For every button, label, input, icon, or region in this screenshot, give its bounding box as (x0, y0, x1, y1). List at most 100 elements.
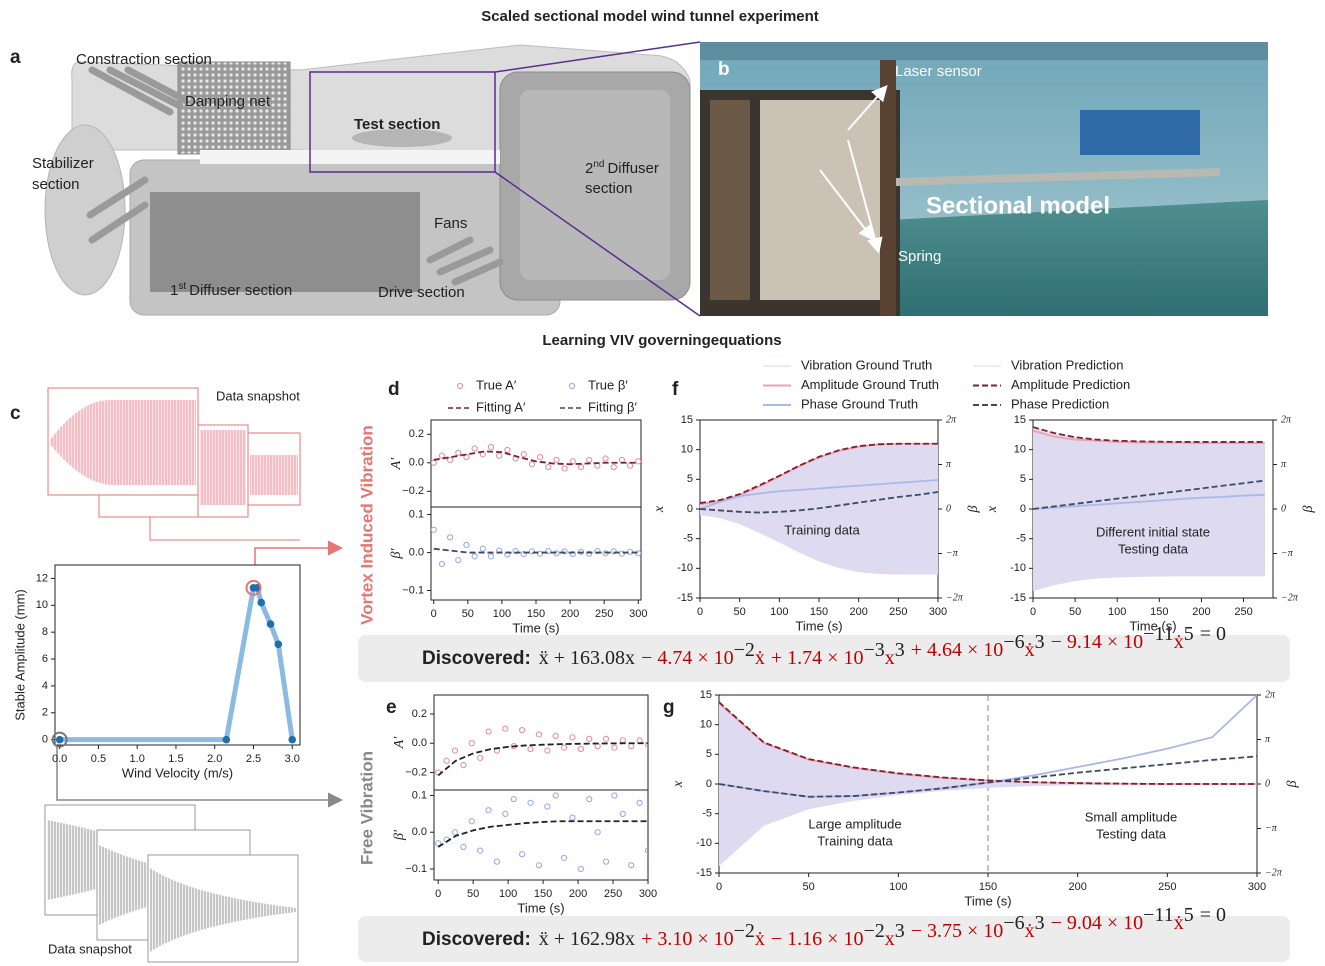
y-tick-label: 10 (36, 599, 48, 611)
y2-tick-label: −π (1265, 823, 1278, 834)
x-tick-label: 250 (1158, 881, 1176, 893)
label: Data snapshot (216, 388, 300, 403)
label-part: Diffuser (607, 160, 658, 177)
row-label: Vortex Induced Vibration (357, 425, 376, 625)
legend-label: Phase Ground Truth (801, 396, 918, 411)
vibration-band (839, 446, 859, 572)
y-tick-label: 2 (42, 707, 48, 719)
y-tick-label: -10 (1010, 562, 1026, 574)
label: Stabilizer (32, 155, 94, 172)
x-axis-label: Time (s) (964, 893, 1011, 908)
x-axis-label: Wind Velocity (m/s) (122, 765, 233, 780)
label: Laser sensor (895, 63, 982, 80)
x-tick-label: 250 (889, 606, 907, 618)
equation-term: ẍ + 163.08x (539, 647, 635, 669)
x-tick-label: 200 (1192, 606, 1210, 618)
y-tick-label: 15 (1014, 414, 1026, 426)
label: Drive section (378, 284, 465, 301)
x-axis-label: Time (s) (512, 620, 559, 635)
y-tick-label: -5 (683, 533, 693, 545)
y2-tick-label: π (946, 459, 952, 470)
label: Sectional model (926, 192, 1110, 219)
annotation: Training data (817, 833, 893, 848)
x-tick-label: 300 (629, 608, 647, 620)
y-tick-label: −0.1 (405, 863, 427, 875)
y2-tick-label: −2π (946, 592, 964, 603)
label-part: nd (593, 159, 604, 170)
x-tick-label: 0.5 (91, 753, 106, 765)
panel-label: d (388, 379, 400, 400)
x-tick-label: 200 (1068, 881, 1086, 893)
panel-label: a (10, 47, 21, 68)
vibration-band (819, 450, 839, 567)
legend-label: Vibration Prediction (1011, 357, 1124, 372)
legend-label: Amplitude Ground Truth (801, 377, 939, 392)
y-tick-label: 10 (1014, 444, 1026, 456)
y-tick-label: 5 (1020, 473, 1026, 485)
y-axis-label: Stable Amplitude (mm) (12, 589, 27, 721)
plot-area (1033, 427, 1265, 591)
equation-term: ẍ + 162.98x (539, 928, 635, 950)
y-tick-label: -10 (696, 837, 712, 849)
x-tick-label: 300 (639, 888, 657, 900)
x-tick-label: 50 (1069, 606, 1081, 618)
label: 1stDiffuser section (170, 281, 292, 299)
x-tick-label: 200 (561, 608, 579, 620)
y-tick-label: −0.2 (405, 766, 427, 778)
equation-exponent: −2 (734, 920, 755, 942)
label: section (585, 180, 633, 197)
y2-axis-label: β (966, 505, 981, 513)
equation-variable: ẋ (1025, 920, 1035, 942)
y-tick-label: 0.1 (412, 789, 427, 801)
panel-label: b (718, 59, 730, 80)
legend-marker (569, 383, 574, 388)
y-tick-label: -5 (1016, 533, 1026, 545)
vibration-band (1054, 433, 1075, 585)
y-tick-label: -15 (696, 867, 712, 879)
y-tick-label: 0.0 (412, 826, 427, 838)
equation-label: Discovered: (422, 929, 531, 950)
y-tick-label: -15 (1010, 592, 1026, 604)
y-tick-label: 15 (681, 414, 693, 426)
equation-exponent: −3 (863, 639, 884, 661)
x-tick-label: 150 (979, 881, 997, 893)
equation-label: Discovered: (422, 648, 531, 669)
y2-tick-label: 0 (946, 503, 951, 514)
x-tick-label: 2.0 (207, 753, 222, 765)
y-tick-label: 8 (42, 626, 48, 638)
panel-label: g (663, 697, 675, 718)
figure: Scaled sectional model wind tunnel exper… (0, 0, 1325, 966)
y-tick-label: 0.0 (412, 737, 427, 749)
equation-exponent: −6 (1003, 912, 1024, 934)
y2-tick-label: 2π (1265, 689, 1276, 700)
equation-exponent: −11 (1143, 623, 1174, 645)
y-tick-label: −0.2 (402, 485, 424, 497)
equation-variable: ẋ (1025, 639, 1035, 661)
label: Data snapshot (48, 941, 132, 956)
legend-label: Vibration Ground Truth (801, 357, 932, 372)
equation-term: − 9.14 × 10 (1051, 631, 1144, 653)
x-tick-label: 150 (527, 608, 545, 620)
y-tick-label: 0 (687, 503, 693, 515)
x-tick-label: 1.5 (168, 753, 183, 765)
x-tick-label: 3.0 (285, 753, 300, 765)
vibration-band (1075, 437, 1096, 581)
marker (274, 640, 282, 648)
annotation: Small amplitude (1085, 809, 1178, 824)
y2-tick-label: −2π (1281, 592, 1299, 603)
figure-title: Scaled sectional model wind tunnel exper… (481, 8, 819, 25)
y-tick-label: 15 (700, 689, 712, 701)
y-tick-label: 10 (700, 719, 712, 731)
x-tick-label: 0 (431, 608, 437, 620)
y-axis-label: x (671, 780, 686, 788)
plot-frame (431, 507, 641, 600)
x-axis-label: Time (s) (517, 900, 564, 915)
equation-term: + 4.64 × 10 (911, 639, 1004, 661)
vibration-band (879, 444, 899, 575)
x-tick-label: 50 (734, 606, 746, 618)
marker (223, 736, 231, 744)
equation-power: 5 (1184, 623, 1194, 645)
equation-variable: ẋ (1174, 631, 1184, 653)
x-tick-label: 1.0 (130, 753, 145, 765)
x-tick-label: 250 (595, 608, 613, 620)
